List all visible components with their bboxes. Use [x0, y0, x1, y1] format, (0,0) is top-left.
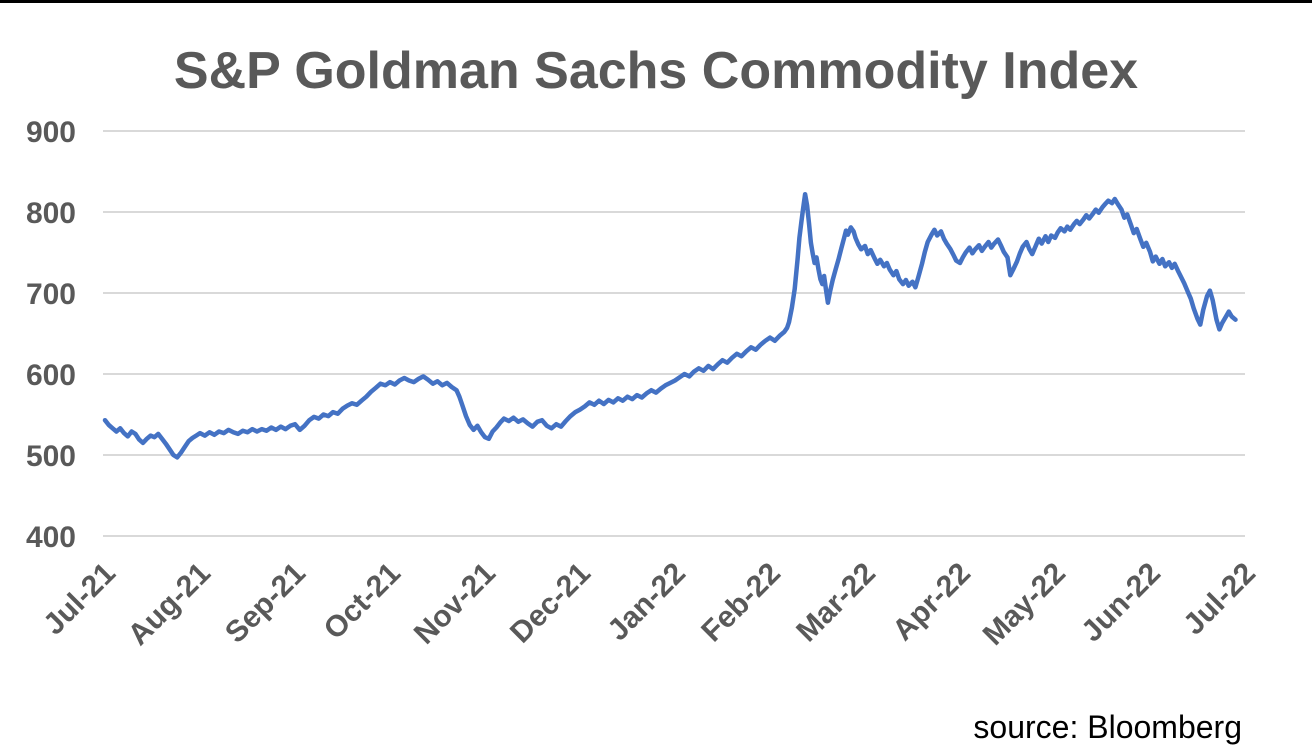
x-tick-label: Jan-22: [601, 557, 692, 648]
y-tick-label: 600: [26, 359, 76, 392]
commodity-index-line-chart: 400 500 600 700 800 900 Jul-21 Aug-21 Sep-21 Oct-…: [26, 116, 1262, 652]
source-attribution: source: Bloomberg: [973, 709, 1242, 745]
x-tick-label: Aug-21: [122, 557, 217, 652]
y-tick-label: 500: [26, 440, 76, 473]
x-tick-label: Apr-22: [886, 557, 977, 648]
x-tick-label: Oct-21: [318, 557, 407, 646]
chart-title: S&P Goldman Sachs Commodity Index: [173, 42, 1139, 100]
x-tick-label: Nov-21: [408, 557, 502, 651]
x-tick-label: May-22: [977, 557, 1072, 652]
y-tick-label: 800: [26, 197, 76, 230]
x-tick-label: Sep-21: [219, 557, 312, 650]
series-line: [102, 191, 1238, 460]
x-tick-label: Feb-22: [695, 557, 787, 649]
x-tick-label: Jun-22: [1075, 557, 1167, 649]
x-tick-label: Dec-21: [504, 557, 597, 650]
y-tick-label: 400: [26, 521, 76, 554]
x-tick-label: Mar-22: [790, 557, 882, 649]
y-tick-label: 700: [26, 278, 76, 311]
x-tick-label: Jul-22: [1177, 557, 1262, 642]
y-tick-label: 900: [26, 116, 76, 149]
x-tick-label: Jul-21: [37, 557, 122, 642]
